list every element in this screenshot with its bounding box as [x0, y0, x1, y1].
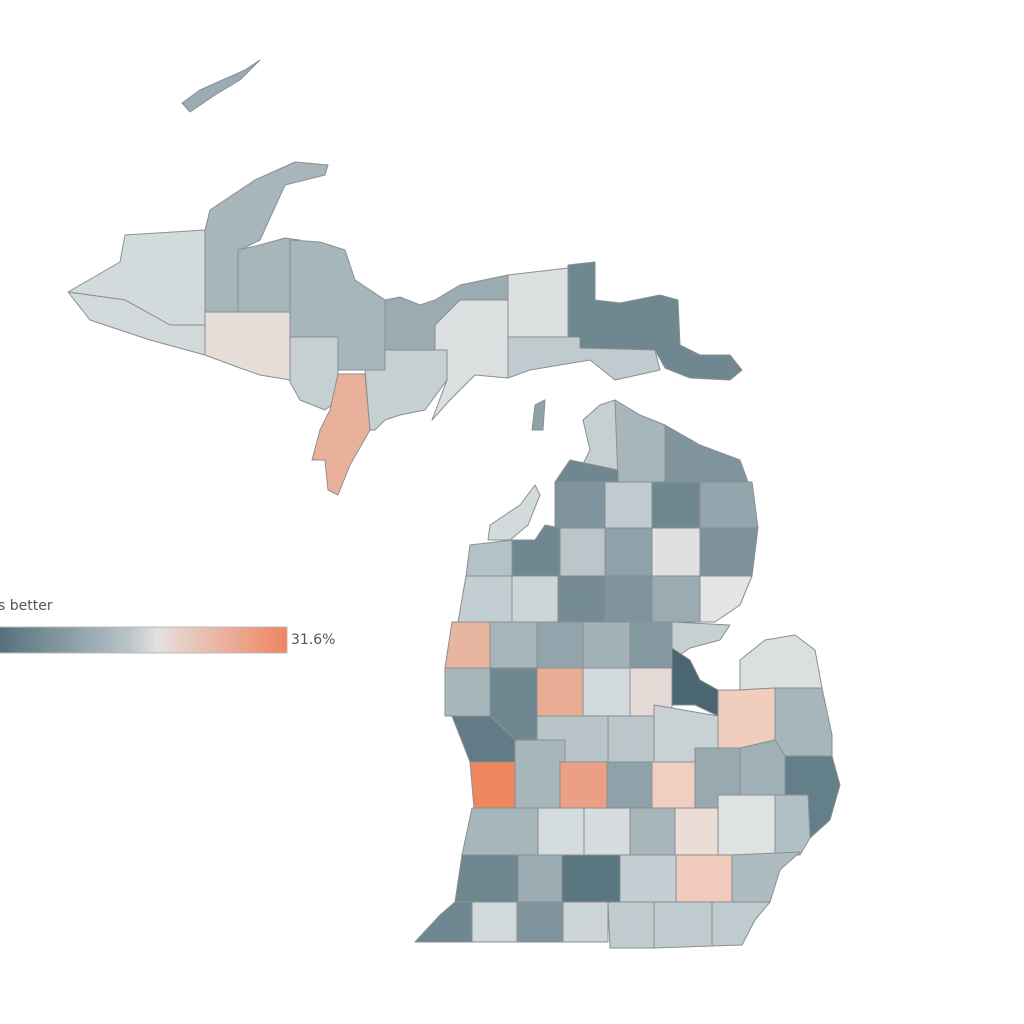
county: [289, 336, 339, 411]
county: [653, 901, 713, 949]
county: [536, 621, 584, 669]
county: [557, 575, 606, 623]
county: [651, 481, 701, 529]
county: [711, 901, 771, 947]
county: [607, 715, 655, 763]
county: [651, 575, 701, 623]
county: [651, 527, 701, 577]
county: [674, 807, 719, 856]
county: [774, 687, 833, 757]
county: [604, 575, 653, 623]
county: [629, 621, 673, 669]
county: [583, 807, 631, 856]
county: [536, 667, 584, 717]
legend: s better 31.6%: [0, 598, 335, 654]
legend-max-label: 31.6%: [291, 632, 335, 648]
county: [671, 647, 719, 717]
county: [507, 336, 661, 381]
county: [699, 481, 759, 529]
county: [561, 854, 621, 903]
county: [364, 349, 448, 431]
county: [514, 739, 566, 809]
county: [489, 621, 538, 669]
county: [181, 59, 261, 113]
county: [471, 901, 518, 943]
county: [487, 484, 541, 541]
county: [582, 667, 631, 717]
county: [582, 621, 631, 669]
county: [699, 575, 753, 623]
upper-peninsula: [67, 59, 743, 496]
county: [607, 901, 655, 949]
county: [675, 854, 733, 903]
county: [454, 854, 519, 903]
county: [739, 634, 823, 691]
county: [444, 667, 491, 717]
lower-peninsula: [414, 399, 841, 949]
county: [604, 481, 653, 529]
legend-gradient: [0, 626, 288, 654]
county: [717, 687, 776, 749]
county: [717, 794, 776, 856]
county: [651, 761, 696, 809]
county: [511, 575, 559, 623]
county: [559, 527, 606, 577]
county: [629, 807, 676, 856]
county: [604, 527, 653, 577]
legend-title: s better: [0, 598, 53, 614]
county: [531, 399, 546, 431]
county: [431, 299, 509, 421]
county: [606, 761, 653, 809]
county: [537, 807, 585, 856]
county: [699, 527, 759, 577]
county: [619, 854, 677, 903]
county: [739, 739, 786, 796]
county: [465, 539, 513, 577]
county: [457, 575, 513, 623]
county: [469, 761, 516, 809]
county: [559, 761, 608, 809]
county: [461, 807, 539, 856]
county: [516, 901, 564, 943]
county: [774, 794, 811, 856]
county: [507, 267, 569, 338]
county: [562, 901, 609, 943]
county: [731, 851, 801, 903]
county: [664, 424, 749, 483]
county: [614, 399, 666, 483]
county: [579, 399, 619, 471]
county: [517, 854, 563, 903]
county: [444, 621, 491, 669]
county: [204, 311, 291, 381]
county: [554, 481, 606, 529]
county: [414, 901, 473, 943]
